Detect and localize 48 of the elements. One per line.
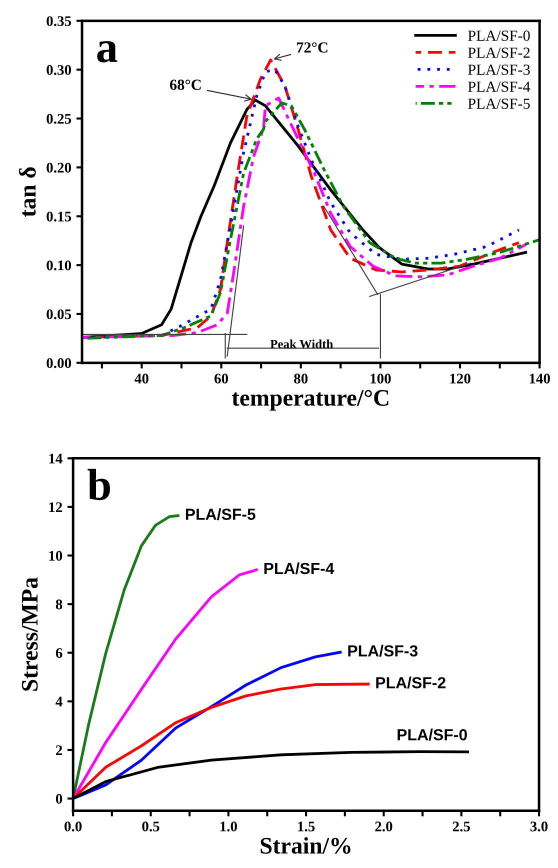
series-label: PLA/SF-0 — [398, 728, 467, 741]
y-tick-label: 14 — [49, 454, 62, 464]
x-tick-label: 1.5 — [298, 822, 315, 832]
y-tick-label: 0.35 — [46, 16, 72, 26]
y-tick-label: 0.25 — [46, 114, 72, 124]
x-tick-label: 80 — [294, 374, 308, 384]
x-tick-label: 100 — [370, 374, 391, 384]
x-tick-label: 0.5 — [142, 822, 160, 832]
x-tick-label: 1.0 — [220, 822, 237, 832]
x-tick-label: 120 — [450, 374, 470, 384]
legend-label: PLA/SF-3 — [468, 64, 530, 75]
x-tick-label: 40 — [134, 374, 148, 384]
y-tick-label: 0.10 — [46, 260, 72, 270]
y-tick-label: 8 — [56, 599, 62, 610]
series-label: PLA/SF-4 — [264, 562, 334, 574]
x-tick-label: 2.5 — [452, 822, 470, 832]
y-tick-label: 0.00 — [46, 358, 72, 368]
y-tick-label: 4 — [56, 696, 62, 706]
x-tick-label: 0.0 — [64, 822, 82, 832]
chart-title: b — [88, 468, 110, 500]
legend-label: PLA/SF-0 — [468, 30, 530, 41]
y-tick-label: 0 — [56, 794, 62, 804]
legend-label: PLA/SF-5 — [468, 98, 530, 109]
annotation: 68°C — [170, 80, 201, 90]
y-tick-label: 12 — [49, 502, 62, 512]
y-tick-label: 0.15 — [46, 212, 72, 222]
x-axis-title: temperature/°C — [232, 390, 388, 411]
y-tick-label: 0.05 — [46, 309, 72, 320]
y-tick-label: 6 — [56, 648, 62, 658]
legend-label: PLA/SF-4 — [468, 82, 530, 92]
legend-label: PLA/SF-2 — [468, 48, 530, 58]
x-tick-label: 60 — [214, 374, 228, 384]
annotation: 72°C — [296, 42, 328, 53]
chart-title: a — [97, 41, 118, 62]
y-axis-title: tan δ — [19, 167, 36, 217]
annotation: Peak Width — [270, 340, 334, 348]
series-label: PLA/SF-3 — [348, 644, 418, 657]
x-tick-label: 3.0 — [530, 822, 548, 832]
y-axis-title: Stress/MPa — [22, 577, 38, 691]
x-tick-label: 2.0 — [375, 822, 392, 832]
series-label: PLA/SF-2 — [376, 676, 446, 689]
y-tick-label: 0.30 — [46, 65, 72, 75]
y-tick-label: 2 — [56, 745, 62, 756]
series-label: PLA/SF-5 — [186, 508, 256, 520]
y-tick-label: 0.20 — [46, 162, 72, 173]
x-axis-title: Strain/% — [260, 837, 350, 854]
y-tick-label: 10 — [49, 550, 62, 561]
x-tick-label: 140 — [530, 374, 550, 384]
